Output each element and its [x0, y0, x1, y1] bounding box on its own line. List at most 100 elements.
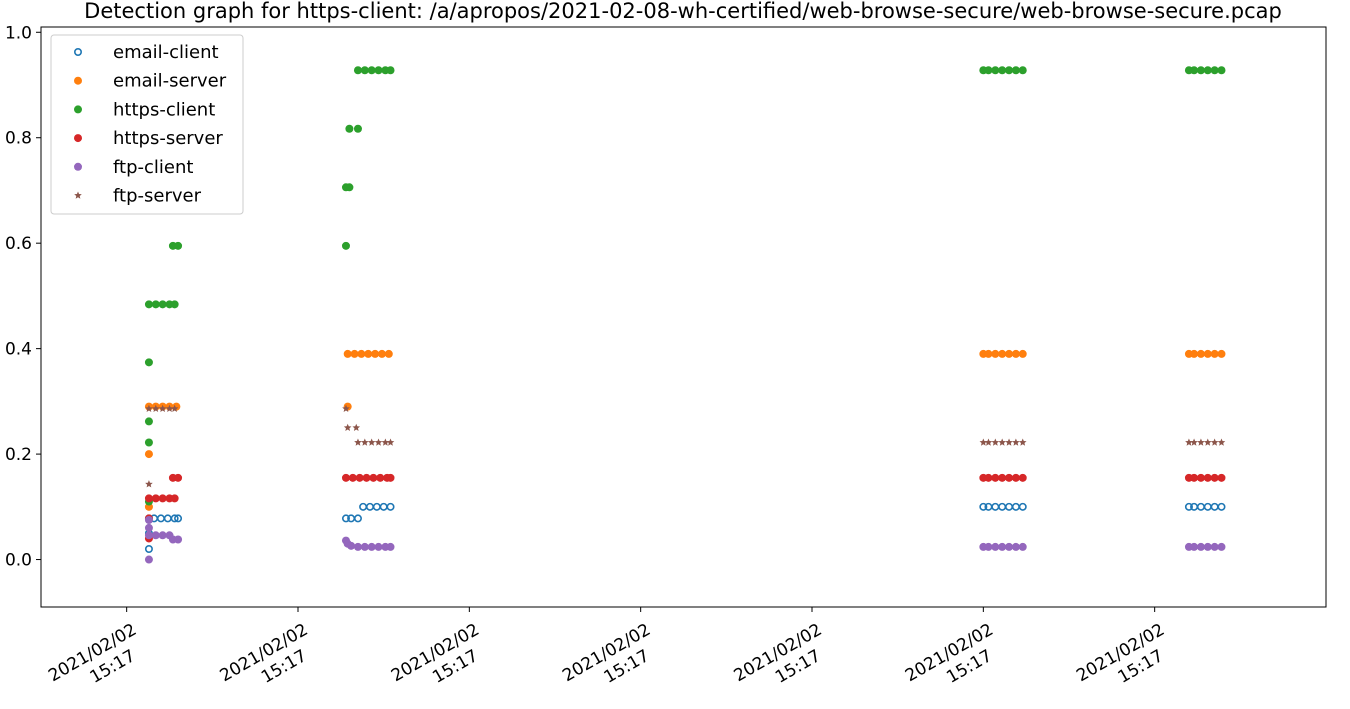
y-axis: 0.0 0.2 0.4 0.6 0.8 1.0	[5, 23, 41, 571]
https-server-point	[158, 494, 167, 503]
email-client-point	[991, 502, 1000, 511]
https-client-point	[341, 241, 350, 250]
ftp-client-point	[144, 516, 153, 524]
https-server-point	[144, 494, 153, 503]
ftp-server-point	[352, 423, 361, 431]
email-server-point	[984, 349, 993, 358]
https-client-point	[1217, 66, 1226, 75]
legend-marker-email-server	[74, 76, 82, 85]
https-client-point	[158, 300, 167, 309]
email-client-point	[341, 514, 350, 523]
https-server-point	[369, 473, 378, 482]
legend-marker-ftp-server	[74, 191, 82, 199]
ftp-client-point	[360, 542, 369, 551]
series-ftp-client	[144, 516, 1226, 564]
https-client-point	[1210, 66, 1219, 75]
https-server-point	[998, 473, 1007, 482]
email-server-point	[364, 349, 373, 358]
ftp-server-point	[998, 438, 1006, 446]
https-client-point	[1005, 66, 1014, 75]
https-client-point	[1190, 66, 1199, 75]
https-server-point	[341, 473, 350, 482]
ftp-client-point	[1217, 542, 1226, 551]
email-server-point	[1011, 349, 1020, 358]
ftp-server-point	[374, 438, 383, 446]
ftp-client-point	[151, 531, 160, 540]
https-server-point	[170, 494, 179, 503]
https-client-point	[991, 66, 1000, 75]
legend: email-client email-server https-client http…	[50, 34, 244, 215]
legend-label: https-client	[113, 99, 215, 120]
https-server-point	[355, 473, 364, 482]
y-tick-label: 0.0	[5, 551, 32, 571]
https-server-point	[984, 473, 993, 482]
https-server-point	[1217, 473, 1226, 482]
email-client-point	[174, 514, 183, 523]
ftp-server-point	[165, 404, 174, 412]
email-client-point	[359, 502, 368, 511]
legend-marker-ftp-client	[74, 162, 82, 171]
email-client-point	[156, 514, 165, 523]
email-client-point	[386, 502, 395, 511]
ftp-server-point	[342, 404, 350, 412]
legend-marker-https-server	[74, 134, 82, 143]
https-server-point	[1005, 473, 1014, 482]
https-client-point	[174, 241, 183, 250]
ftp-server-point	[170, 404, 179, 412]
series-ftp-server	[145, 404, 1226, 488]
ftp-client-point	[1196, 542, 1205, 551]
email-client-point	[365, 502, 374, 511]
https-client-point	[998, 66, 1007, 75]
email-server-point	[357, 349, 366, 358]
https-client-point	[144, 358, 153, 367]
https-client-point	[1011, 66, 1020, 75]
legend-box	[50, 34, 244, 215]
https-client-point	[345, 183, 354, 192]
series-email-server	[144, 349, 1226, 511]
email-client-point	[1217, 502, 1226, 511]
y-tick-label: 0.8	[5, 129, 32, 149]
ftp-client-point	[158, 531, 167, 540]
email-server-point	[1005, 349, 1014, 358]
email-server-point	[384, 349, 393, 358]
email-server-point	[1190, 349, 1199, 358]
ftp-server-point	[354, 438, 362, 446]
email-client-point	[1005, 502, 1014, 511]
https-client-point	[170, 300, 179, 309]
plot-marks	[144, 66, 1226, 564]
email-client-point	[379, 502, 388, 511]
https-client-point	[1018, 66, 1027, 75]
https-server-point	[1190, 473, 1199, 482]
email-client-point	[353, 514, 362, 523]
ftp-client-point	[174, 535, 183, 544]
ftp-client-point	[1210, 542, 1219, 551]
ftp-client-point	[1011, 542, 1020, 551]
https-client-point	[353, 124, 362, 133]
https-server-point	[1203, 473, 1212, 482]
email-server-point	[1203, 349, 1212, 358]
email-client-point	[1011, 502, 1020, 511]
https-client-point	[144, 438, 153, 447]
email-client-point	[1196, 502, 1205, 511]
ftp-server-point	[1210, 438, 1219, 446]
ftp-server-point	[979, 438, 988, 446]
https-client-point	[151, 300, 160, 309]
ftp-server-point	[1197, 438, 1205, 446]
https-server-point	[1210, 473, 1219, 482]
https-server-point	[1196, 473, 1205, 482]
email-client-point	[1210, 502, 1219, 511]
ftp-server-point	[1190, 438, 1198, 446]
ftp-client-point	[144, 523, 153, 532]
ftp-server-point	[1203, 438, 1212, 446]
email-client-point	[998, 502, 1007, 511]
ftp-client-point	[144, 531, 153, 540]
https-server-point	[362, 473, 371, 482]
email-server-point	[371, 349, 380, 358]
email-client-point	[1018, 502, 1027, 511]
